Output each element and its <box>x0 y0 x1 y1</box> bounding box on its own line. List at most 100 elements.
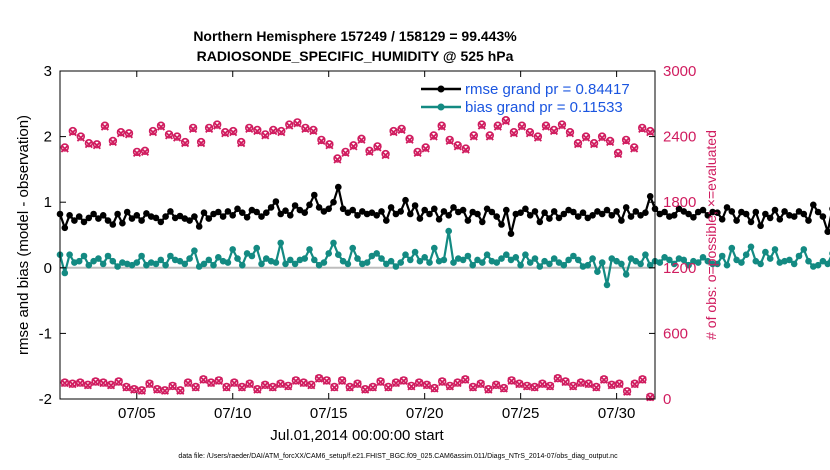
obs-count-lower-possible-44 <box>399 376 408 385</box>
bias-point-41 <box>253 244 260 252</box>
bias-point-146 <box>757 260 764 268</box>
bias-point-106 <box>565 256 572 264</box>
obs-count-lower-possible-40 <box>368 382 378 392</box>
obs-count-lower-possible-0 <box>60 378 70 387</box>
obs-count-upper-possible-58 <box>525 128 535 137</box>
rmse-point-100 <box>536 218 544 226</box>
rmse-point-28 <box>191 213 198 220</box>
obs-count-upper-evaluated-9 <box>132 148 142 158</box>
obs-count-lower-possible-53 <box>468 382 478 392</box>
obs-count-upper-evaluated-21 <box>229 128 238 137</box>
bias-series <box>56 227 830 289</box>
bias-point-139 <box>723 261 731 269</box>
obs-count-upper-possible-25 <box>261 130 270 139</box>
obs-count-lower-possible-26 <box>260 380 270 389</box>
bias-point-11 <box>109 257 117 265</box>
bias-point-140 <box>728 244 736 252</box>
obs-count-upper-evaluated-68 <box>606 138 615 147</box>
obs-count-lower-evaluated-68 <box>584 380 593 389</box>
obs-count-lower-possible-34 <box>322 376 331 385</box>
x-axis-label: Jul.01,2014 00:00:00 start <box>270 427 444 444</box>
bias-point-111 <box>589 255 596 262</box>
bias-point-31 <box>205 256 213 264</box>
bias-point-99 <box>531 255 539 262</box>
obs-count-upper-possible-11 <box>148 126 158 136</box>
rmse-point-2 <box>66 212 73 219</box>
bias-point-152 <box>786 256 793 264</box>
rmse-point-51 <box>301 209 309 216</box>
rmse-point-156 <box>805 217 812 224</box>
obs-count-upper-evaluated-11 <box>148 128 158 137</box>
y-axis-label-left: rmse and bias (model - observation) <box>15 115 32 355</box>
obs-count-upper-possible-8 <box>124 129 134 138</box>
bias-point-148 <box>766 255 774 262</box>
obs-count-lower-evaluated-38 <box>353 380 362 389</box>
bias-point-105 <box>560 261 568 269</box>
rmse-point-153 <box>790 213 798 220</box>
obs-count-lower-possible-29 <box>284 381 293 391</box>
bias-point-98 <box>526 259 534 266</box>
obs-count-upper-possible-64 <box>573 139 583 148</box>
obs-count-lower-possible-62 <box>538 379 547 388</box>
rmse-point-57 <box>330 198 337 206</box>
obs-count-upper-possible-27 <box>277 126 286 136</box>
rmse-point-15 <box>128 215 136 222</box>
obs-count-upper-possible-69 <box>613 148 623 158</box>
y-right-tick-label-1: 600 <box>663 325 688 342</box>
obs-count-lower-evaluated-58 <box>507 376 516 385</box>
obs-count-upper-possible-2 <box>76 132 86 141</box>
obs-count-upper-possible-55 <box>501 115 511 125</box>
obs-count-upper-possible-24 <box>253 125 262 135</box>
rmse-point-147 <box>762 210 769 218</box>
obs-count-lower-possible-30 <box>291 376 301 385</box>
obs-count-lower-evaluated-31 <box>299 379 308 388</box>
rmse-point-103 <box>550 208 558 215</box>
rmse-point-116 <box>613 208 620 215</box>
obs-count-upper-evaluated-27 <box>277 128 286 137</box>
obs-count-lower-possible-1 <box>68 379 77 388</box>
bias-point-28 <box>191 247 198 254</box>
bias-point-21 <box>157 256 165 264</box>
obs-count-upper-possible-40 <box>381 149 390 159</box>
rmse-point-73 <box>407 210 414 218</box>
obs-count-upper-evaluated-63 <box>565 129 575 138</box>
obs-count-lower-evaluated-30 <box>291 376 300 385</box>
obs-count-lower-evaluated-25 <box>253 385 262 394</box>
obs-count-upper-possible-0 <box>60 143 70 152</box>
bias-point-125 <box>656 259 664 266</box>
rmse-point-4 <box>75 213 83 220</box>
obs-count-lower-evaluated-51 <box>453 379 462 388</box>
bias-point-60 <box>344 260 352 268</box>
obs-count-lower-possible-13 <box>160 386 170 395</box>
rmse-point-94 <box>507 230 515 237</box>
obs-count-lower-possible-9 <box>129 385 139 394</box>
rmse-point-134 <box>699 206 707 214</box>
bias-point-153 <box>790 260 798 268</box>
rmse-point-157 <box>810 201 817 209</box>
obs-count-lower-evaluated-62 <box>538 380 547 389</box>
bias-point-85 <box>464 252 472 260</box>
legend-bias-marker <box>437 103 445 111</box>
y-left-tick-label-0: -2 <box>39 391 52 408</box>
bias-point-32 <box>210 261 217 269</box>
rmse-point-34 <box>219 213 227 220</box>
obs-count-lower-evaluated-4 <box>91 378 100 387</box>
rmse-point-44 <box>267 204 275 211</box>
bias-point-93 <box>503 251 510 258</box>
obs-count-upper-possible-38 <box>365 146 374 156</box>
obs-count-upper-possible-71 <box>629 143 639 152</box>
x-tick-label-2: 07/15 <box>310 405 348 422</box>
obs-count-upper-evaluated-62 <box>557 121 567 130</box>
obs-count-upper-evaluated-13 <box>165 131 174 140</box>
rmse-point-41 <box>253 208 260 216</box>
obs-count-lower-evaluated-66 <box>569 382 578 391</box>
obs-count-upper-possible-5 <box>100 121 110 130</box>
obs-count-upper-possible-34 <box>333 154 342 163</box>
bias-point-114 <box>603 281 611 289</box>
rmse-point-8 <box>95 215 102 222</box>
bias-point-156 <box>805 257 812 265</box>
bias-point-121 <box>637 260 644 268</box>
obs-count-upper-evaluated-41 <box>389 128 398 137</box>
chart-title-line2: RADIOSONDE_SPECIFIC_HUMIDITY @ 525 hPa <box>197 48 514 64</box>
obs-count-lower-possible-66 <box>568 381 578 391</box>
